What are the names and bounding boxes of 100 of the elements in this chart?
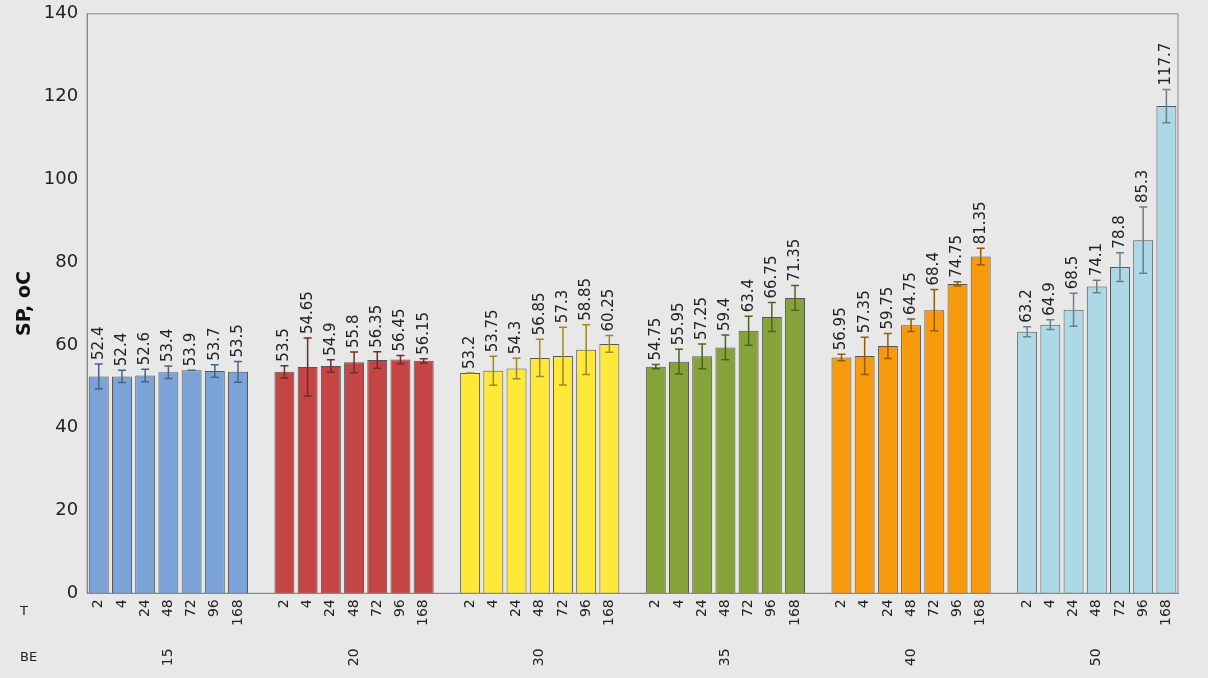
text: 15 <box>159 648 176 667</box>
x-tick-label: 4 <box>483 599 500 609</box>
data-label: 71.35 <box>784 238 803 282</box>
x-tick-label: 48 <box>530 599 547 618</box>
x-tick-label: 24 <box>321 599 338 618</box>
y-tick-label: 0 <box>66 580 79 602</box>
y-tick-label: 60 <box>55 332 79 354</box>
data-label: 52.4 <box>111 332 130 367</box>
data-label: 66.75 <box>761 255 780 299</box>
x-tick-label: 4 <box>112 599 129 609</box>
x-tick-label: 96 <box>1133 599 1150 618</box>
data-label: 56.35 <box>367 304 386 348</box>
data-label: 64.9 <box>1040 282 1059 316</box>
data-label: 58.85 <box>576 277 595 321</box>
x-tick-label: 72 <box>182 599 199 618</box>
x-tick-label: 2 <box>275 599 292 609</box>
x-tick-label: 168 <box>600 599 617 627</box>
x-tick-label: 4 <box>669 599 686 609</box>
x-tick-label: 72 <box>367 599 384 618</box>
data-label: 117.7 <box>1156 42 1175 86</box>
x-tick-label: 96 <box>762 599 779 618</box>
x-tick-label: 48 <box>1087 599 1104 618</box>
data-label: 59.75 <box>877 286 896 330</box>
data-label: 55.8 <box>343 314 362 348</box>
x-tick-label: 2 <box>1017 599 1034 609</box>
y-axis-title: SP, oC <box>12 271 35 337</box>
text: 50 <box>1087 648 1104 667</box>
data-label: 85.3 <box>1133 169 1152 204</box>
data-label: 53.4 <box>158 328 177 363</box>
data-label: 59.4 <box>715 297 734 331</box>
x-tick-label: 4 <box>298 599 315 609</box>
x-tick-label: 48 <box>159 599 176 618</box>
data-label: 56.15 <box>413 311 432 355</box>
data-label: 54.9 <box>320 322 339 356</box>
data-label: 53.9 <box>181 332 200 367</box>
y-tick-label: 80 <box>55 249 79 271</box>
x-tick-label: 4 <box>1040 599 1057 609</box>
data-label: 53.5 <box>227 324 246 358</box>
x-tick-label: 96 <box>576 599 593 618</box>
x-tick-label: 4 <box>855 599 872 609</box>
data-label: 57.3 <box>552 289 571 324</box>
x-tick-label: 96 <box>205 599 222 618</box>
data-label: 53.2 <box>460 335 478 370</box>
x-tick-label: 2 <box>832 599 849 609</box>
text: 35 <box>716 648 733 667</box>
x-tick-label: 168 <box>1157 599 1174 627</box>
text: T <box>19 602 28 618</box>
data-label: 56.85 <box>529 292 548 336</box>
data-label: 53.7 <box>204 327 223 361</box>
x-tick-label: 24 <box>135 599 152 618</box>
y-tick-label: 140 <box>43 1 79 23</box>
data-label: 74.75 <box>947 234 966 278</box>
data-label: 55.95 <box>668 302 687 346</box>
data-label: 57.25 <box>692 296 711 340</box>
data-label: 52.4 <box>88 326 107 360</box>
x-tick-label: 2 <box>460 599 477 609</box>
x-tick-label: 72 <box>924 599 941 618</box>
text: BE <box>20 648 38 664</box>
x-tick-label: 168 <box>228 599 245 627</box>
text: 40 <box>901 648 918 667</box>
x-tick-label: 96 <box>391 599 408 618</box>
x-tick-label: 96 <box>948 599 965 618</box>
y-tick-label: 20 <box>55 498 79 520</box>
data-label: 64.75 <box>900 272 919 316</box>
x-tick-label: 48 <box>901 599 918 618</box>
x-tick-label: 72 <box>1110 599 1127 618</box>
x-tick-label: 72 <box>553 599 570 618</box>
data-label: 56.95 <box>831 307 850 351</box>
data-label: 52.6 <box>135 331 154 366</box>
x-tick-label: 24 <box>692 599 709 618</box>
data-label: 68.4 <box>924 252 943 286</box>
data-label: 78.8 <box>1109 215 1128 249</box>
text: 30 <box>530 648 547 667</box>
x-tick-label: 168 <box>971 599 988 627</box>
x-tick-label: 24 <box>1064 599 1081 618</box>
y-tick-label: 120 <box>43 84 79 106</box>
y-tick-label: 40 <box>55 415 79 437</box>
data-label: 63.2 <box>1017 289 1036 323</box>
x-tick-label: 24 <box>878 599 895 618</box>
data-label: 68.5 <box>1063 255 1082 290</box>
data-label: 74.1 <box>1086 242 1105 277</box>
data-label: 54.75 <box>645 317 664 361</box>
data-label: 53.5 <box>274 328 293 362</box>
x-tick-label: 2 <box>89 599 106 609</box>
data-label: 63.4 <box>738 278 757 313</box>
data-label: 57.35 <box>854 290 873 334</box>
data-label: 54.3 <box>506 320 525 355</box>
x-tick-label: 168 <box>414 599 431 627</box>
data-label: 54.65 <box>297 291 316 335</box>
y-tick-label: 100 <box>43 167 79 189</box>
data-label: 60.25 <box>599 288 618 332</box>
x-tick-label: 48 <box>344 599 361 618</box>
data-label: 56.45 <box>390 308 409 352</box>
data-label: 81.35 <box>970 201 989 245</box>
text: 20 <box>344 648 361 667</box>
x-tick-label: 24 <box>507 599 524 618</box>
x-tick-label: 2 <box>646 599 663 609</box>
x-tick-label: 72 <box>739 599 756 618</box>
x-tick-label: 168 <box>785 599 802 627</box>
data-label: 53.75 <box>483 309 502 353</box>
